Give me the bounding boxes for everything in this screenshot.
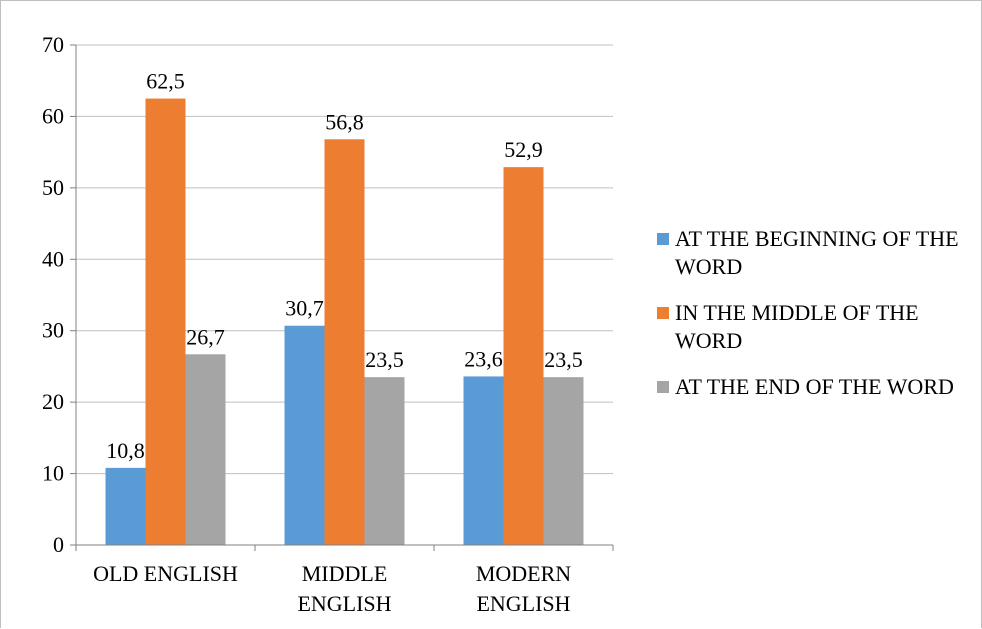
legend-item-end: AT THE END OF THE WORD [657,373,977,401]
data-label: 23,6 [464,346,503,371]
legend-label-beginning: AT THE BEGINNING OF THE WORD [675,226,959,279]
bars [105,98,584,546]
y-tick-label: 70 [42,32,64,57]
data-label: 30,7 [285,296,324,321]
legend-label-end: AT THE END OF THE WORD [675,374,954,399]
legend: AT THE BEGINNING OF THE WORD IN THE MIDD… [657,225,977,419]
y-tick-label: 10 [42,461,64,486]
data-labels: 10,8 62,5 26,7 30,7 56,8 23,5 23,6 52,9 23,5 [106,69,583,463]
y-tick-label: 40 [42,246,64,271]
legend-label-middle: IN THE MIDDLE OF THE WORD [675,300,919,353]
bar-beginning-0 [105,467,146,545]
data-label: 10,8 [106,438,145,463]
bar-end-0 [185,354,226,545]
legend-item-beginning: AT THE BEGINNING OF THE WORD [657,225,977,281]
data-label: 26,7 [186,324,225,349]
legend-swatch-end [657,381,669,393]
data-label: 23,5 [544,347,583,372]
x-tick-label: MODERN ENGLISH [476,561,571,616]
bar-end-1 [364,377,405,545]
bar-middle-0 [145,98,186,546]
bar-middle-2 [503,167,544,545]
y-tick-label: 50 [42,175,64,200]
legend-swatch-beginning [657,233,669,245]
bar-beginning-2 [463,376,504,545]
legend-swatch-middle [657,307,669,319]
bar-beginning-1 [284,325,325,545]
x-tick-label: MIDDLE ENGLISH [297,561,391,616]
y-tick-label: 60 [42,103,64,128]
data-label: 23,5 [365,347,404,372]
legend-item-middle: IN THE MIDDLE OF THE WORD [657,299,977,355]
axes: 0 10 20 30 40 50 60 70 OLD ENGLISH MIDDLE ENGLISH M… [42,32,614,616]
y-tick-label: 20 [42,389,64,414]
y-tick-label: 30 [42,318,64,343]
bar-end-2 [543,377,584,545]
data-label: 62,5 [146,69,185,94]
data-label: 56,8 [325,109,364,134]
data-label: 52,9 [504,137,543,162]
bar-middle-1 [324,139,365,546]
x-tick-label: OLD ENGLISH [93,561,238,586]
y-tick-label: 0 [53,532,64,557]
